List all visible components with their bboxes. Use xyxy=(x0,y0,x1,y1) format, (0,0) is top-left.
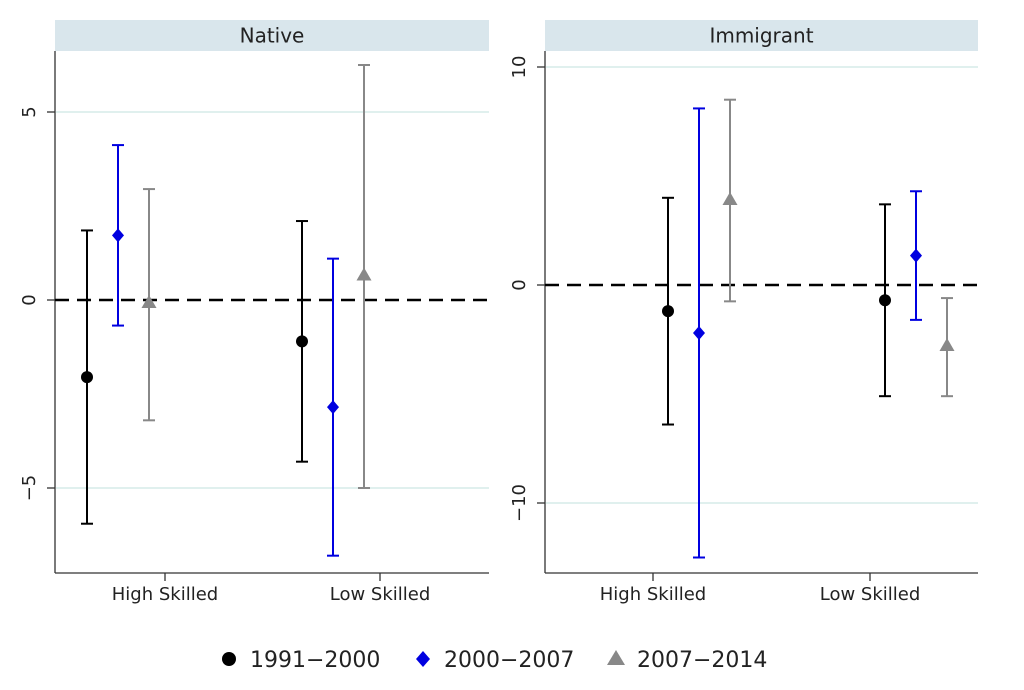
panel-immigrant: Immigrant −10 0 10 High Skilled Low Skilled xyxy=(509,20,978,605)
x-tick-label: Low Skilled xyxy=(820,584,921,605)
x-tick-label: High Skilled xyxy=(112,584,218,605)
legend-marker-diamond xyxy=(416,651,430,667)
estimate-point xyxy=(356,267,372,281)
legend: 1991−2000 2000−2007 2007−2014 xyxy=(222,648,767,673)
x-tick-label: High Skilled xyxy=(600,584,706,605)
legend-marker-circle xyxy=(222,652,236,666)
estimate-point xyxy=(910,248,922,263)
estimate-point xyxy=(112,228,124,243)
y-tick-label: 0 xyxy=(19,294,40,305)
panel-strip xyxy=(545,20,978,51)
estimate-point xyxy=(879,294,891,307)
y-tick-label: −5 xyxy=(19,475,40,502)
estimate-point xyxy=(141,295,157,309)
estimate-point xyxy=(939,338,955,352)
legend-label: 2007−2014 xyxy=(637,648,767,673)
legend-label: 1991−2000 xyxy=(250,648,380,673)
estimate-point xyxy=(296,335,308,348)
legend-marker-triangle xyxy=(607,650,625,665)
x-tick-label: Low Skilled xyxy=(330,584,431,605)
panel-title: Immigrant xyxy=(709,24,813,48)
estimate-point xyxy=(327,400,339,415)
y-tick-label: 10 xyxy=(509,56,530,79)
panel-strip xyxy=(55,20,489,51)
estimate-point xyxy=(662,305,674,318)
panel-native: Native −5 0 5 High Skilled Low Skilled xyxy=(19,20,489,605)
estimate-point xyxy=(81,371,93,384)
estimate-point xyxy=(722,191,738,205)
y-tick-label: 5 xyxy=(19,106,40,117)
y-tick-label: −10 xyxy=(509,484,530,522)
legend-label: 2000−2007 xyxy=(444,648,574,673)
panel-title: Native xyxy=(240,24,305,48)
estimate-point xyxy=(693,325,705,340)
y-tick-label: 0 xyxy=(509,279,530,290)
